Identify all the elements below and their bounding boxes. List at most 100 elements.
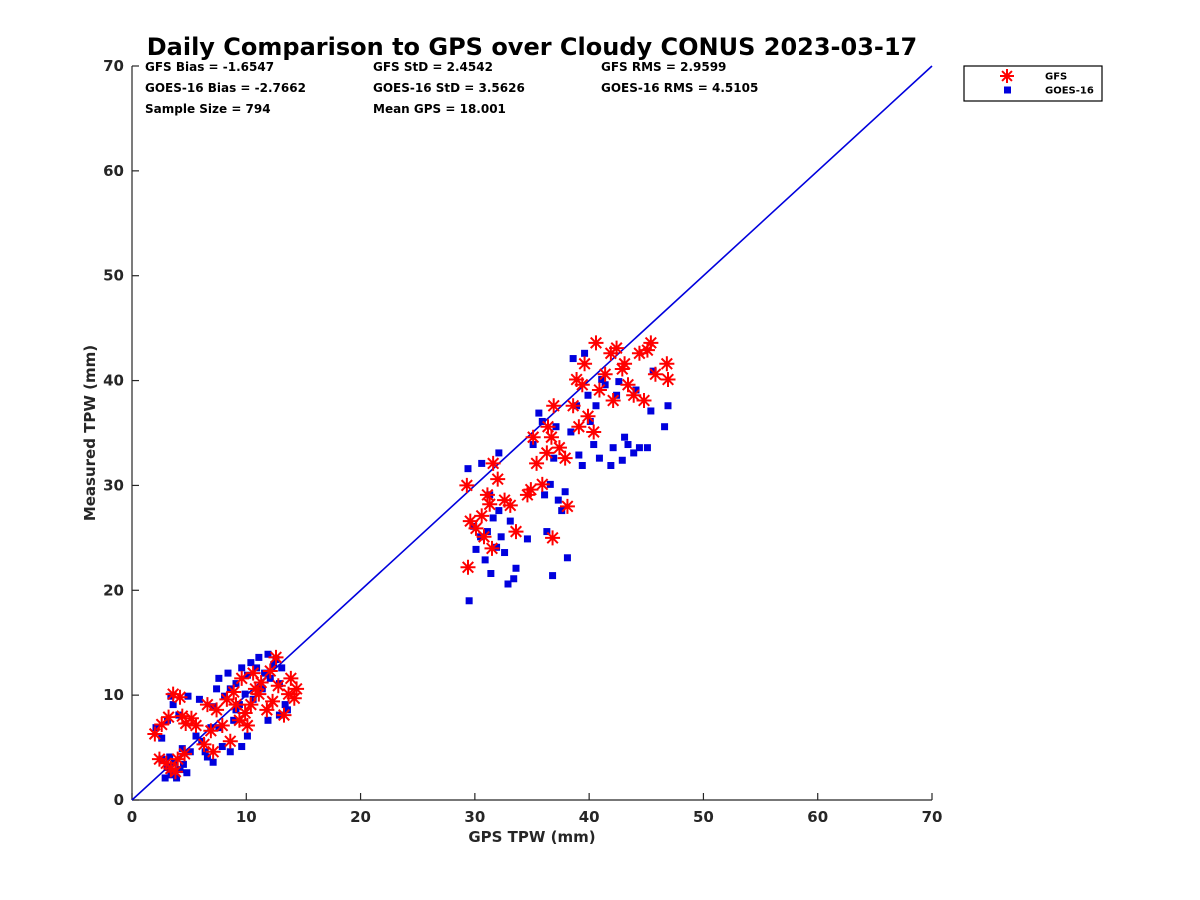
gfs-point [580, 408, 596, 424]
gfs-point [163, 761, 179, 777]
y-tick-label: 60 [103, 162, 124, 180]
gfs-point [636, 392, 652, 408]
x-tick-label: 50 [693, 808, 714, 826]
goes16-point [152, 724, 160, 732]
gfs-point [228, 697, 244, 713]
goes16-point [178, 745, 186, 753]
goes16-point [243, 671, 251, 679]
legend-label: GOES-16 [1045, 86, 1094, 97]
goes16-point [161, 774, 169, 782]
goes16-point [169, 701, 177, 709]
gfs-point [203, 723, 219, 739]
goes16-point [489, 514, 497, 522]
goes16-point [232, 680, 240, 688]
goes16-point [586, 417, 594, 425]
gfs-point [286, 690, 302, 706]
legend-marker-goes16 [1004, 86, 1011, 94]
goes16-point [241, 690, 249, 698]
goes16-point [481, 556, 489, 564]
gfs-point [659, 356, 675, 372]
goes16-point [575, 451, 583, 459]
stat-text: GOES-16 Bias = -2.7662 [145, 81, 306, 95]
y-tick-label: 20 [103, 581, 124, 599]
goes16-point [558, 507, 566, 515]
gfs-point [647, 366, 663, 382]
reference-line-group [131, 65, 933, 801]
gfs-point [534, 476, 550, 492]
goes16-point [512, 564, 520, 572]
gfs-point [276, 707, 292, 723]
goes16-point [224, 669, 232, 677]
goes16-point [238, 664, 246, 672]
stat-text: GOES-16 RMS = 4.5105 [601, 81, 758, 95]
x-tick-label: 40 [579, 808, 600, 826]
y-ticks: 0 10 20 30 40 50 60 70 [103, 57, 139, 809]
goes16-point [664, 402, 672, 410]
gfs-point [234, 670, 250, 686]
goes16-point [567, 428, 575, 436]
x-axis-label: GPS TPW (mm) [468, 828, 595, 846]
goes16-point [601, 381, 609, 389]
goes16-point [598, 376, 606, 384]
gfs-point [178, 715, 194, 731]
goes16-points [152, 349, 672, 782]
goes16-point [253, 664, 261, 672]
goes16-point [478, 459, 486, 467]
goes16-point [249, 695, 257, 703]
gfs-point [199, 697, 215, 713]
gfs-point [597, 366, 613, 382]
gfs-point [660, 372, 676, 388]
x-tick-label: 10 [236, 808, 257, 826]
goes16-point [550, 454, 558, 462]
goes16-point [215, 674, 223, 682]
gfs-point [147, 726, 163, 742]
goes16-point [504, 580, 512, 588]
goes16-point [554, 496, 562, 504]
gfs-point [251, 686, 267, 702]
goes16-point [261, 669, 269, 677]
gfs-point [170, 751, 186, 767]
goes16-point [506, 517, 514, 525]
goes16-point [184, 692, 192, 700]
gfs-point [502, 497, 518, 513]
gfs-point [484, 540, 500, 556]
gfs-points [147, 335, 676, 780]
goes16-point [209, 758, 217, 766]
gfs-point [631, 345, 647, 361]
goes16-point [173, 774, 181, 782]
y-tick-label: 0 [114, 791, 124, 809]
gfs-point [188, 718, 204, 734]
gfs-point [609, 340, 625, 356]
gfs-point [540, 419, 556, 435]
gfs-point [219, 691, 235, 707]
gfs-point [196, 736, 212, 752]
gfs-point [539, 445, 555, 461]
gfs-point [519, 487, 535, 503]
goes16-point [163, 763, 171, 771]
gfs-point [565, 398, 581, 414]
gfs-point [245, 665, 261, 681]
gfs-point [614, 361, 630, 377]
goes16-point [618, 456, 626, 464]
gfs-point [485, 455, 501, 471]
gfs-point [265, 693, 281, 709]
gfs-point [497, 492, 513, 508]
gfs-point [474, 508, 490, 524]
gfs-point [643, 335, 659, 351]
gfs-point [559, 498, 575, 514]
gfs-point [639, 342, 655, 358]
y-tick-label: 40 [103, 372, 124, 390]
gfs-point [289, 681, 305, 697]
goes16-point [501, 549, 509, 557]
gfs-point [482, 496, 498, 512]
goes16-point [243, 732, 251, 740]
goes16-point [607, 462, 615, 470]
legend-items: GFS GOES-16 [1000, 69, 1094, 97]
gfs-point [569, 372, 585, 388]
goes16-point [264, 650, 272, 658]
goes16-point [578, 462, 586, 470]
gfs-point [459, 477, 475, 493]
goes16-point [621, 433, 629, 441]
stat-text: GFS Bias = -1.6547 [145, 60, 274, 74]
